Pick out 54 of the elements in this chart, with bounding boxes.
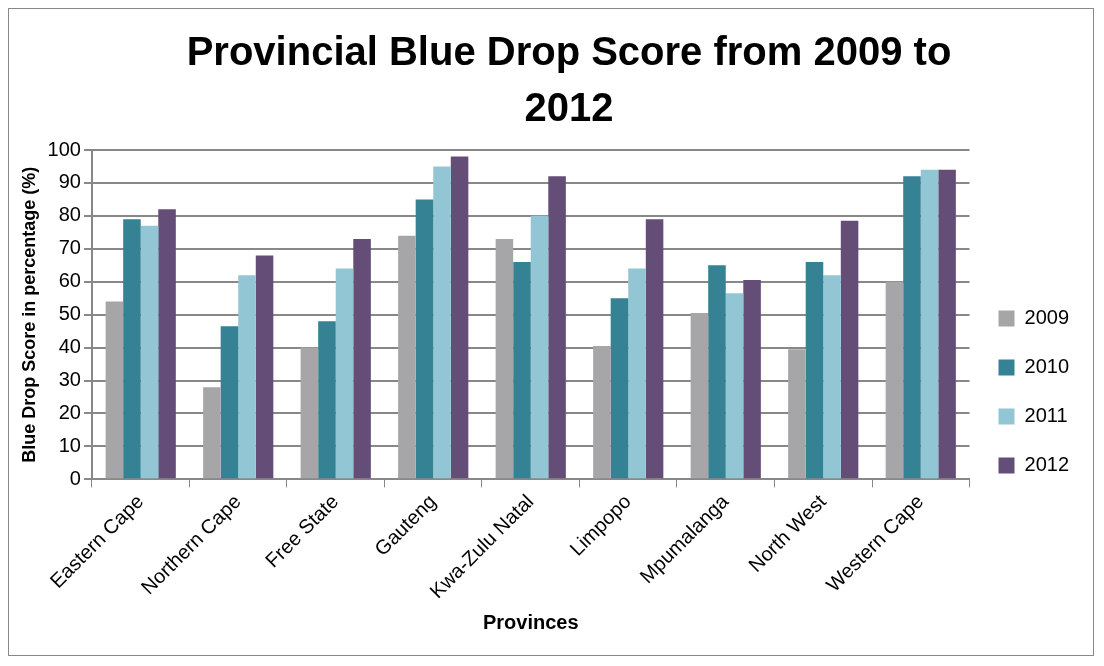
- bar: [645, 219, 664, 479]
- y-tick-label: 50: [58, 302, 81, 325]
- bar: [123, 219, 141, 479]
- x-axis-title: Provinces: [482, 610, 579, 633]
- bar: [415, 199, 434, 479]
- bar: [513, 261, 531, 479]
- bar: [920, 169, 939, 479]
- bar: [495, 238, 514, 479]
- bar: [628, 268, 646, 479]
- y-tick-label: 100: [47, 137, 81, 160]
- bar: [398, 235, 416, 479]
- bar: [903, 176, 921, 479]
- y-tick-label: 10: [58, 433, 81, 456]
- bar: [203, 387, 221, 479]
- bar: [548, 176, 566, 479]
- y-tick-label: 60: [58, 269, 81, 292]
- bar: [105, 301, 124, 479]
- bar: [743, 280, 761, 479]
- bar: [300, 347, 319, 479]
- bar: [238, 275, 256, 479]
- bar: [840, 220, 859, 479]
- bar: [823, 275, 841, 479]
- bar: [255, 255, 274, 479]
- bar: [725, 293, 744, 479]
- bar: [690, 313, 709, 479]
- y-tick-label: 0: [69, 466, 81, 489]
- bar: [708, 265, 726, 479]
- y-tick-label: 70: [58, 236, 81, 259]
- bar: [805, 261, 824, 479]
- bar: [450, 156, 469, 479]
- bar: [938, 169, 956, 479]
- y-tick-label: 80: [58, 203, 81, 226]
- bar: [433, 166, 451, 479]
- chart-title: Provincial Blue Drop Score from 2009 to 2012: [185, 28, 953, 131]
- bar: [530, 215, 549, 479]
- bar: [158, 209, 176, 479]
- legend-label: 2012: [1024, 453, 1070, 476]
- bar: [220, 326, 239, 479]
- y-axis-title: Blue Drop Score in percentage (%): [18, 166, 39, 463]
- y-tick-label: 30: [58, 368, 81, 391]
- y-tick-label: 20: [58, 401, 81, 423]
- legend-label: 2010: [1024, 355, 1070, 378]
- bar: [885, 281, 904, 479]
- legend-label: 2011: [1024, 404, 1068, 427]
- bar: [335, 268, 354, 479]
- y-tick-label: 90: [58, 170, 81, 193]
- bar: [353, 238, 371, 479]
- bar: [140, 225, 159, 479]
- y-tick-label: 40: [58, 335, 81, 358]
- bar: [610, 298, 629, 479]
- bar: [788, 349, 806, 479]
- legend-label: 2009: [1024, 306, 1070, 329]
- bar: [593, 345, 611, 479]
- bar: [318, 321, 336, 479]
